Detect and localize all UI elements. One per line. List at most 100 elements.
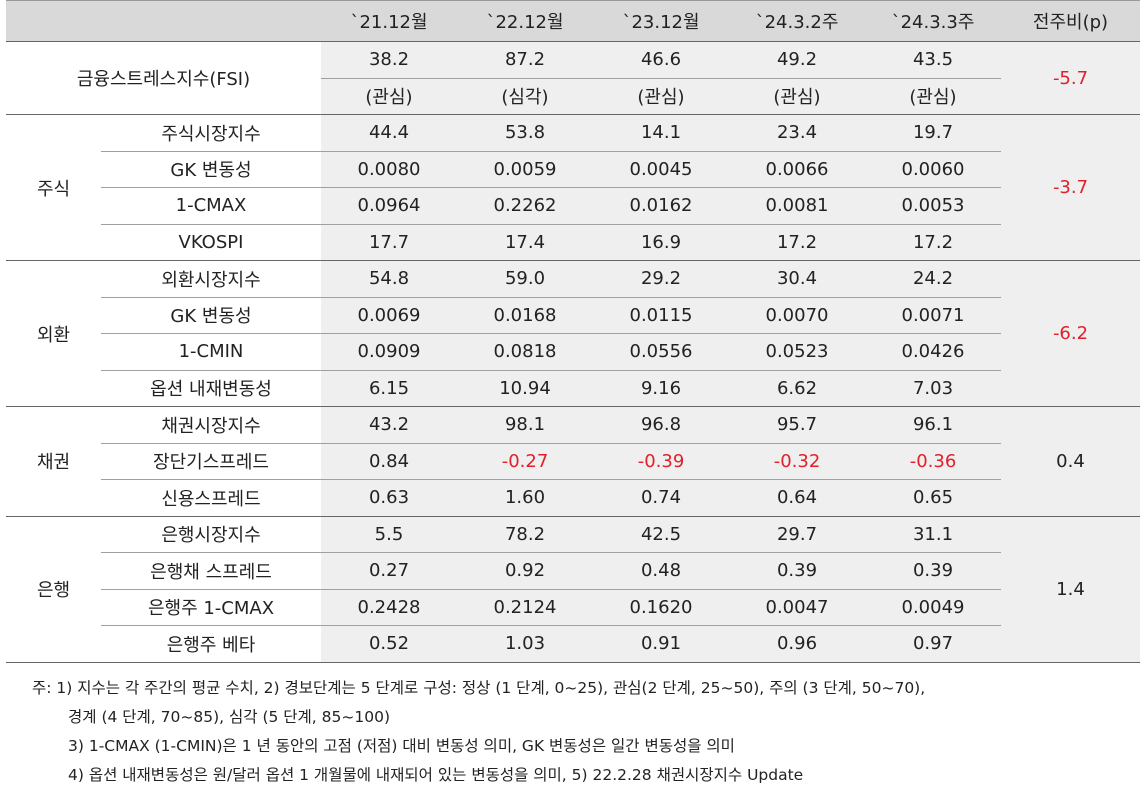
- value-cell: 0.0053: [865, 187, 1001, 225]
- table-row: GK 변동성 0.0069 0.0168 0.0115 0.0070 0.0071: [6, 297, 1140, 334]
- table-row: 1-CMIN 0.0909 0.0818 0.0556 0.0523 0.0426: [6, 333, 1140, 371]
- wow-cell: -6.2: [1001, 260, 1140, 407]
- value-cell: 96.1: [865, 406, 1001, 444]
- value-cell: 87.2: [457, 41, 593, 79]
- header-blank: [6, 0, 101, 42]
- value-cell: 9.16: [593, 370, 729, 407]
- value-cell: 0.0168: [457, 297, 593, 334]
- value-cell: 0.0059: [457, 151, 593, 188]
- header-blank: [101, 0, 321, 42]
- footnotes: 주: 1) 지수는 각 주간의 평균 수치, 2) 경보단계는 5 단계로 구성…: [32, 674, 925, 790]
- value-cell: 0.0964: [321, 187, 457, 225]
- value-cell: 0.0556: [593, 333, 729, 371]
- level-cell: (관심): [593, 78, 729, 115]
- header-wow: 전주비(p): [1001, 0, 1140, 42]
- table-row: VKOSPI 17.7 17.4 16.9 17.2 17.2: [6, 224, 1140, 261]
- value-cell: 7.03: [865, 370, 1001, 407]
- value-cell: 0.0115: [593, 297, 729, 334]
- value-cell: 0.0070: [729, 297, 865, 334]
- value-cell: 17.4: [457, 224, 593, 261]
- table-row: 1-CMAX 0.0964 0.2262 0.0162 0.0081 0.0053: [6, 187, 1140, 225]
- value-cell: 23.4: [729, 114, 865, 152]
- value-cell: 38.2: [321, 41, 457, 79]
- value-cell: 0.84: [321, 443, 457, 480]
- header-period: `21.12월: [321, 0, 457, 42]
- value-cell: 0.0081: [729, 187, 865, 225]
- item-label: 신용스프레드: [101, 479, 321, 517]
- value-cell: 30.4: [729, 260, 865, 298]
- footnote-line: 4) 옵션 내재변동성은 원/달러 옵션 1 개월물에 내재되어 있는 변동성을…: [68, 766, 804, 784]
- value-cell: 0.2124: [457, 589, 593, 626]
- value-cell: 0.64: [729, 479, 865, 517]
- table-row: 채권 채권시장지수 43.2 98.1 96.8 95.7 96.1 0.4: [6, 406, 1140, 517]
- value-cell: 0.0069: [321, 297, 457, 334]
- table-row: 신용스프레드 0.63 1.60 0.74 0.64 0.65: [6, 479, 1140, 517]
- value-cell: -0.32: [729, 443, 865, 480]
- value-cell: 43.2: [321, 406, 457, 444]
- table-row: 옵션 내재변동성 6.15 10.94 9.16 6.62 7.03: [6, 370, 1140, 407]
- value-cell: 44.4: [321, 114, 457, 152]
- value-cell: 78.2: [457, 516, 593, 553]
- value-cell: 0.0045: [593, 151, 729, 188]
- value-cell: 46.6: [593, 41, 729, 79]
- value-cell: 6.15: [321, 370, 457, 407]
- value-cell: -0.27: [457, 443, 593, 480]
- value-cell: 17.2: [729, 224, 865, 261]
- table-row: GK 변동성 0.0080 0.0059 0.0045 0.0066 0.0060: [6, 151, 1140, 188]
- value-cell: 31.1: [865, 516, 1001, 553]
- value-cell: 0.27: [321, 552, 457, 590]
- value-cell: 0.0066: [729, 151, 865, 188]
- item-label: 1-CMAX: [101, 187, 321, 225]
- value-cell: 0.92: [457, 552, 593, 590]
- item-label: 장단기스프레드: [101, 443, 321, 480]
- value-cell: 59.0: [457, 260, 593, 298]
- item-label: 은행주 베타: [101, 625, 321, 663]
- table-row: 장단기스프레드 0.84 -0.27 -0.39 -0.32 -0.36: [6, 443, 1140, 480]
- fsi-label: 금융스트레스지수(FSI): [6, 41, 321, 115]
- value-cell: 0.2262: [457, 187, 593, 225]
- value-cell: 0.97: [865, 625, 1001, 663]
- value-cell: 95.7: [729, 406, 865, 444]
- value-cell: 14.1: [593, 114, 729, 152]
- value-cell: 0.1620: [593, 589, 729, 626]
- value-cell: 1.03: [457, 625, 593, 663]
- fsi-table: `21.12월 `22.12월 `23.12월 `24.3.2주 `24.3.3…: [6, 0, 1140, 663]
- value-cell: 0.39: [865, 552, 1001, 590]
- level-cell: (관심): [729, 78, 865, 115]
- header-period: `22.12월: [457, 0, 593, 42]
- value-cell: 0.0071: [865, 297, 1001, 334]
- table-row: 주식 주식시장지수 44.4 53.8 14.1 23.4 19.7 -3.7: [6, 114, 1140, 261]
- item-label: VKOSPI: [101, 224, 321, 261]
- value-cell: 0.0049: [865, 589, 1001, 626]
- item-label: 주식시장지수: [101, 114, 321, 152]
- value-cell: 0.39: [729, 552, 865, 590]
- value-cell: 0.63: [321, 479, 457, 517]
- value-cell: 0.0060: [865, 151, 1001, 188]
- value-cell: 0.74: [593, 479, 729, 517]
- value-cell: 24.2: [865, 260, 1001, 298]
- wow-cell: 1.4: [1001, 516, 1140, 663]
- item-label: GK 변동성: [101, 297, 321, 334]
- table-row: 은행주 1-CMAX 0.2428 0.2124 0.1620 0.0047 0.0049: [6, 589, 1140, 626]
- value-cell: 17.2: [865, 224, 1001, 261]
- value-cell: 17.7: [321, 224, 457, 261]
- footnote-line: 주: 1) 지수는 각 주간의 평균 수치, 2) 경보단계는 5 단계로 구성…: [32, 679, 926, 697]
- group-label: 주식: [6, 114, 101, 261]
- header-period: `23.12월: [593, 0, 729, 42]
- item-label: 1-CMIN: [101, 333, 321, 371]
- value-cell: 29.7: [729, 516, 865, 553]
- value-cell: 0.0047: [729, 589, 865, 626]
- value-cell: 6.62: [729, 370, 865, 407]
- item-label: 은행채 스프레드: [101, 552, 321, 590]
- value-cell: 29.2: [593, 260, 729, 298]
- value-cell: 5.5: [321, 516, 457, 553]
- table-row: 은행주 베타 0.52 1.03 0.91 0.96 0.97: [6, 625, 1140, 663]
- value-cell: 19.7: [865, 114, 1001, 152]
- level-cell: (관심): [865, 78, 1001, 115]
- value-cell: 0.0523: [729, 333, 865, 371]
- value-cell: 0.0818: [457, 333, 593, 371]
- value-cell: 43.5: [865, 41, 1001, 79]
- item-label: 은행시장지수: [101, 516, 321, 553]
- table-row: 은행채 스프레드 0.27 0.92 0.48 0.39 0.39: [6, 552, 1140, 590]
